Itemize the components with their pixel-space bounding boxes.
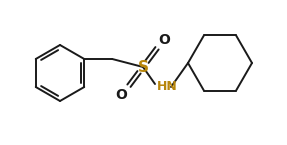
Text: S: S	[137, 59, 148, 75]
Text: O: O	[158, 33, 170, 47]
Text: O: O	[115, 88, 127, 102]
Text: HN: HN	[157, 80, 178, 94]
